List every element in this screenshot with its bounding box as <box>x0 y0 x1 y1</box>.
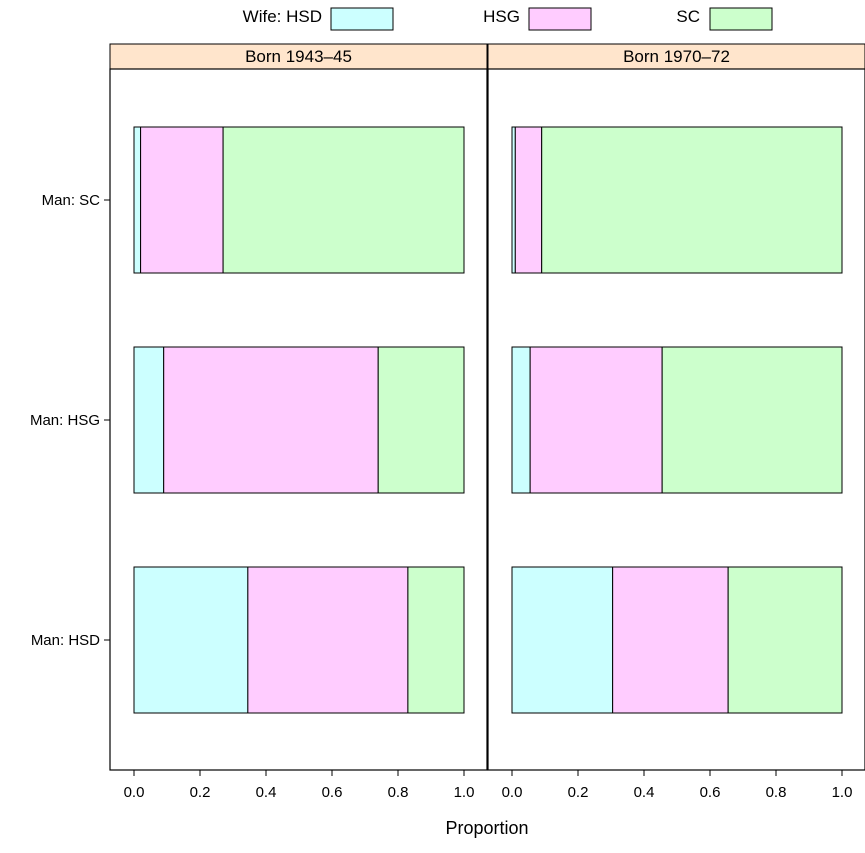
bar-segment <box>529 346 663 494</box>
x-tick-label: 0.8 <box>388 784 409 801</box>
x-axis-title: Proportion <box>445 818 528 838</box>
y-tick-label: Man: SC <box>42 192 101 209</box>
bar-segment <box>727 566 843 714</box>
bar-segment <box>222 126 465 274</box>
bar-segment <box>247 566 409 714</box>
bar-segment <box>133 566 249 714</box>
x-tick-label: 1.0 <box>454 784 475 801</box>
x-tick-label: 1.0 <box>832 784 853 801</box>
x-tick-label: 0.2 <box>568 784 589 801</box>
bar-segment <box>514 126 543 274</box>
legend-swatch <box>528 7 592 31</box>
x-tick-label: 0.6 <box>700 784 721 801</box>
bar-segment <box>661 346 843 494</box>
bar-segment <box>511 566 614 714</box>
x-tick-label: 0.6 <box>322 784 343 801</box>
panel: Born 1943–45 0.0 0.2 0.4 0.6 0.8 1.0 <box>109 43 488 801</box>
x-tick-label: 0.2 <box>190 784 211 801</box>
panel-strip <box>487 43 865 70</box>
x-tick-label: 0.0 <box>124 784 145 801</box>
panel: Born 1970–72 0.0 0.2 0.4 0.6 0.8 1.0 <box>487 43 865 801</box>
x-tick-label: 0.0 <box>502 784 523 801</box>
bar-segment <box>133 346 165 494</box>
y-tick-label: Man: HSG <box>30 412 100 429</box>
legend-swatch <box>709 7 773 31</box>
y-axis: Man: HSD Man: HSG Man: SC <box>30 192 110 649</box>
legend: Wife: HSD HSG SC <box>243 7 773 31</box>
bar-segment <box>407 566 465 714</box>
bar-segment <box>612 566 729 714</box>
bar-segment <box>541 126 843 274</box>
bar-segment <box>377 346 465 494</box>
y-tick-label: Man: HSD <box>31 632 100 649</box>
x-tick-label: 0.4 <box>634 784 655 801</box>
bar-segment <box>140 126 224 274</box>
panel-strip <box>109 43 488 70</box>
panel-title: Born 1943–45 <box>245 47 352 66</box>
legend-label: Wife: HSD <box>243 7 322 26</box>
legend-swatch <box>330 7 394 31</box>
bar-segment <box>163 346 379 494</box>
bar-segment <box>511 346 531 494</box>
legend-label: HSG <box>483 7 520 26</box>
bar-segment <box>133 126 142 274</box>
x-tick-label: 0.8 <box>766 784 787 801</box>
panel-frame <box>487 68 865 771</box>
x-tick-label: 0.4 <box>256 784 277 801</box>
legend-label: SC <box>676 7 700 26</box>
panel-title: Born 1970–72 <box>623 47 730 66</box>
